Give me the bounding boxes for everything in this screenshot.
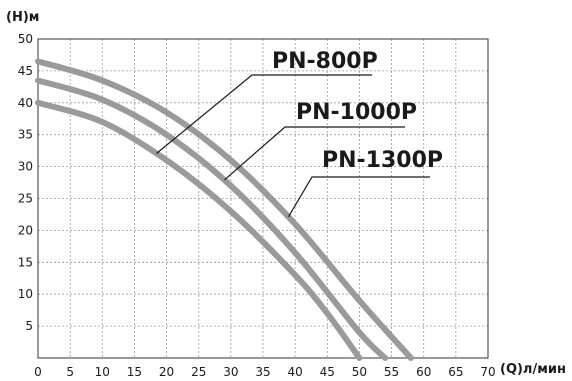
series-line-pn-800p	[35, 99, 363, 361]
series-line-pn-1000p	[35, 77, 389, 361]
x-tick-label: 60	[416, 365, 431, 379]
axes	[37, 38, 489, 359]
x-tick-label: 70	[480, 365, 495, 379]
x-tick-label: 15	[127, 365, 142, 379]
y-tick-label: 40	[18, 96, 33, 110]
series-label-pn-1300p: PN-1300P	[322, 148, 443, 173]
series-lines	[35, 58, 414, 361]
y-tick-label: 5	[25, 319, 33, 333]
leader-line-pn-1000p	[224, 126, 405, 181]
series-label-pn-800p: PN-800P	[272, 49, 378, 74]
y-tick-label: 45	[18, 64, 33, 78]
y-tick-label: 20	[18, 223, 33, 237]
series-labels: PN-800P PN-1000P PN-1300P	[156, 49, 443, 218]
x-axis-title: (Q)л/мин	[500, 362, 566, 377]
y-tick-label: 15	[18, 255, 33, 269]
y-tick-label: 25	[18, 192, 33, 206]
x-tick-label: 45	[320, 365, 335, 379]
leader-line-pn-1300p	[287, 176, 430, 218]
y-tick-label: 50	[18, 32, 33, 46]
x-tick-label: 20	[159, 365, 174, 379]
y-tick-label: 30	[18, 160, 33, 174]
x-tick-label: 50	[352, 365, 367, 379]
plot-frame	[37, 38, 489, 359]
y-tick-label: 35	[18, 128, 33, 142]
x-tick-label: 10	[95, 365, 110, 379]
x-tick-label: 40	[288, 365, 303, 379]
series-label-pn-1000p: PN-1000P	[296, 100, 417, 125]
x-tick-label: 55	[384, 365, 399, 379]
x-tick-label: 25	[191, 365, 206, 379]
x-tick-label: 65	[448, 365, 463, 379]
x-tick-label: 0	[34, 365, 42, 379]
y-axis-title: (H)м	[6, 10, 39, 25]
x-tick-label: 30	[223, 365, 238, 379]
grid	[38, 39, 488, 358]
tick-labels: 0 5 10 15 20 25 30 35 40 45 50 55 60 65 70 5 10 15 20 25 30 3…	[18, 32, 496, 379]
x-tick-label: 5	[66, 365, 74, 379]
series-line-pn-1300p	[35, 58, 414, 361]
leader-line-pn-800p	[156, 74, 372, 154]
y-tick-label: 10	[18, 287, 33, 301]
x-tick-label: 35	[255, 365, 270, 379]
